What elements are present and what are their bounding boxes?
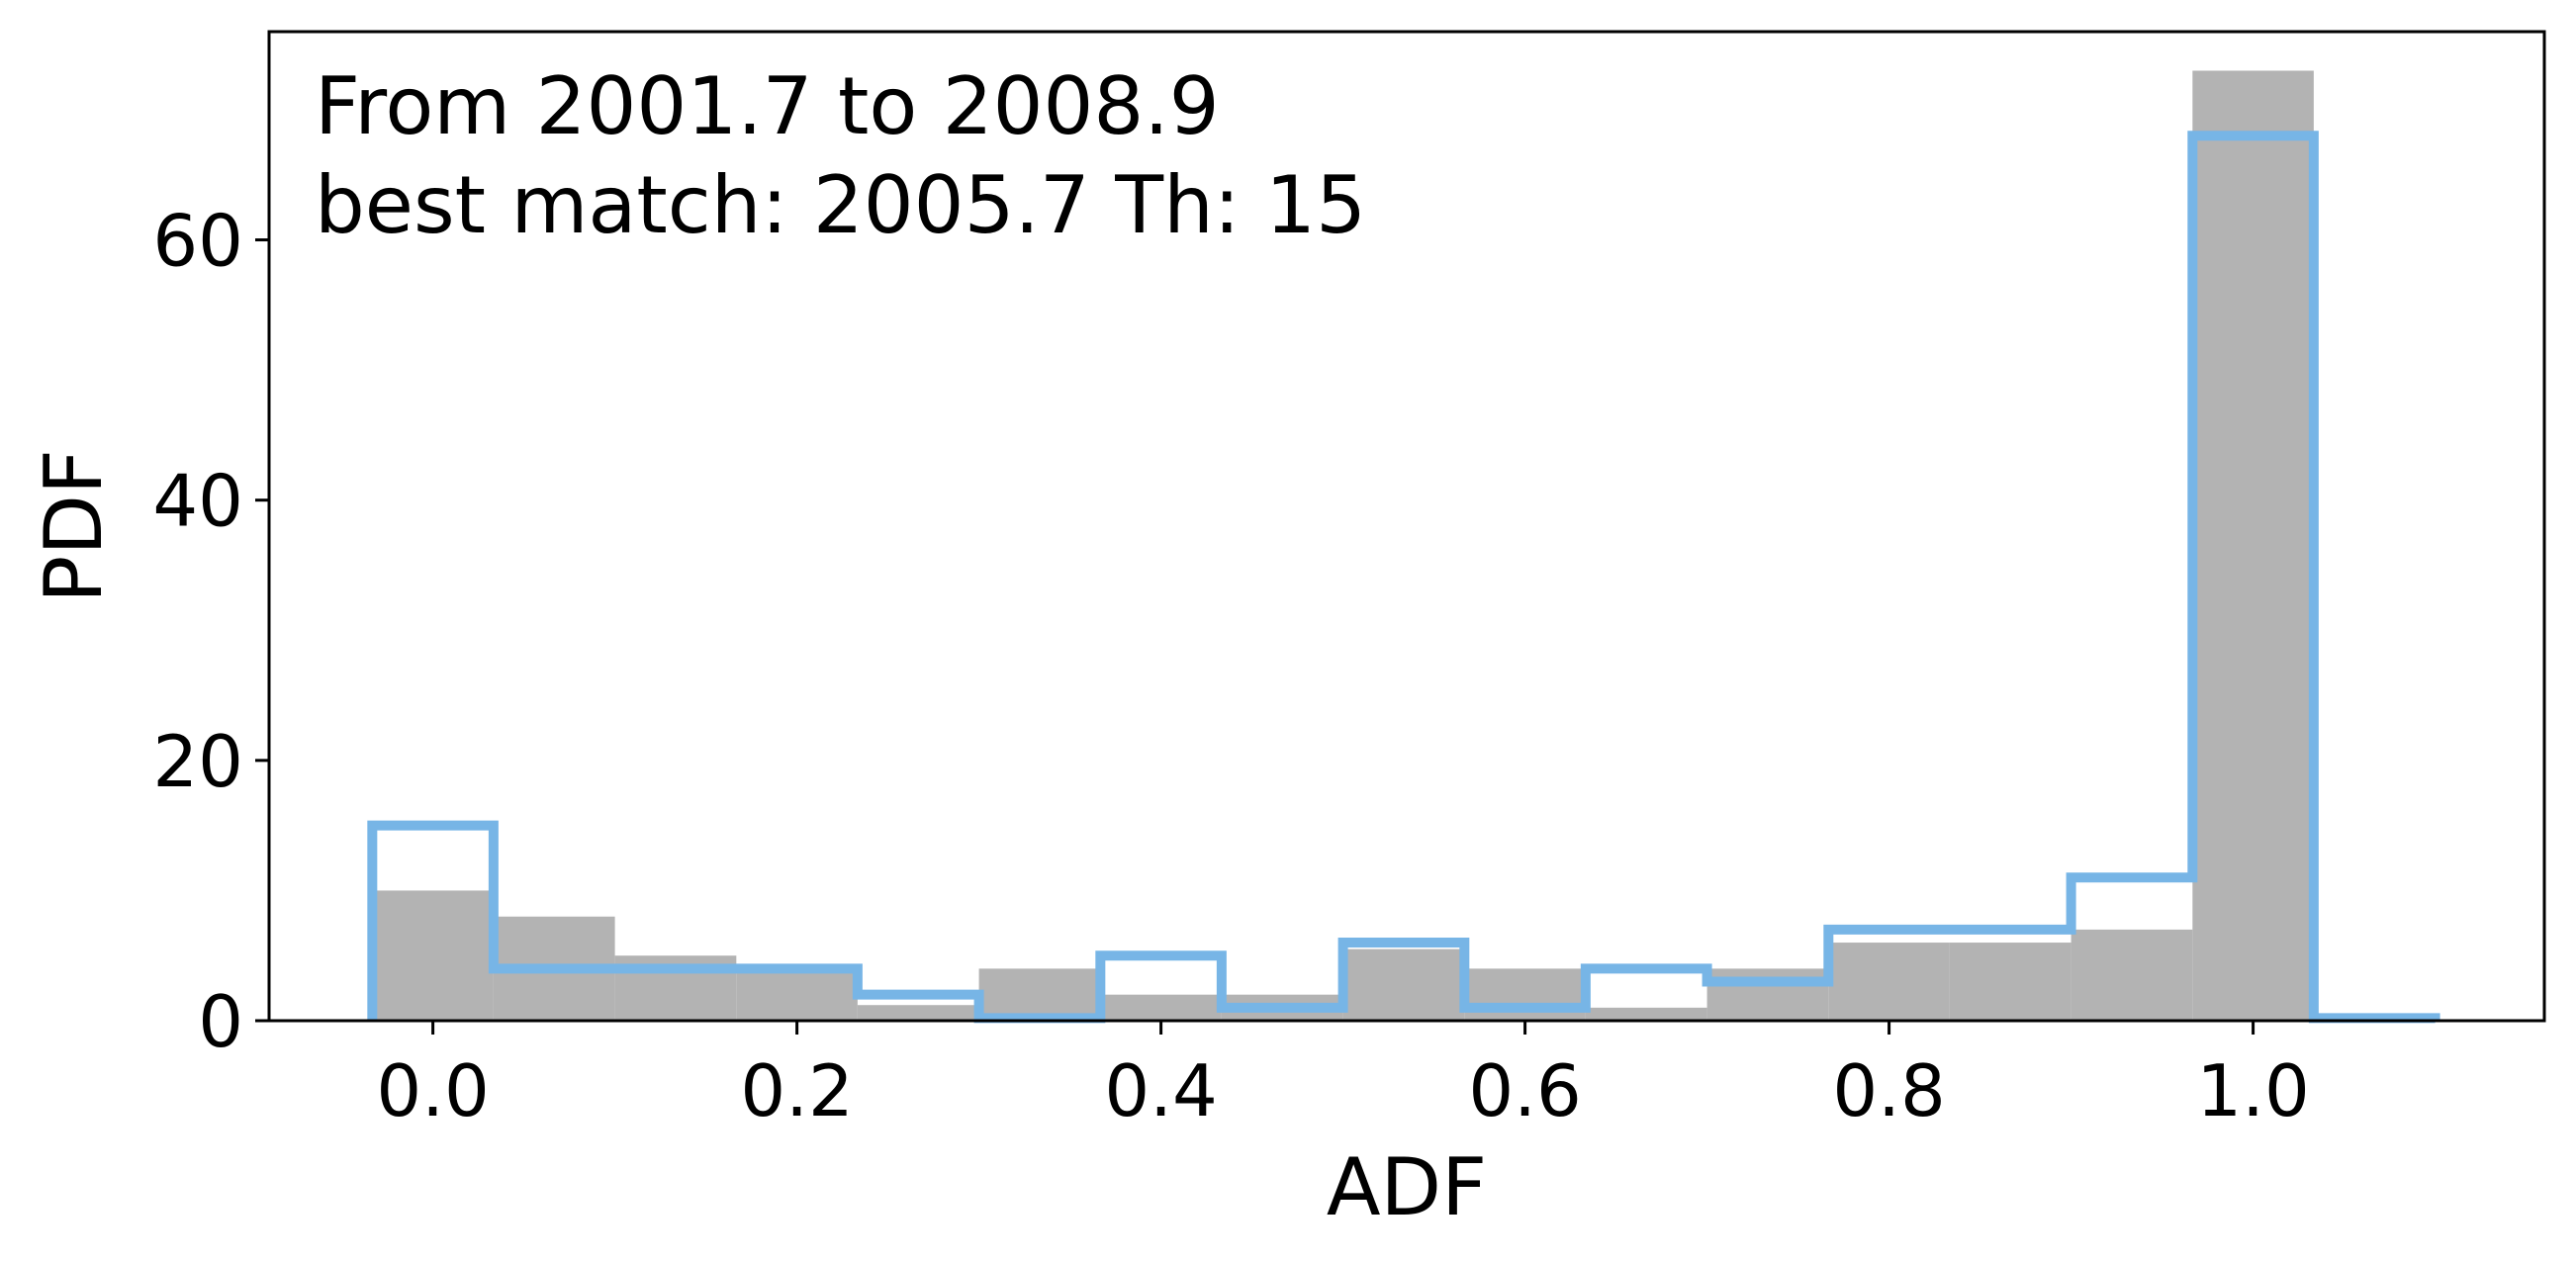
histogram-bar [978,968,1101,1021]
x-tick-label: 0.4 [1104,1049,1218,1132]
y-tick-label: 20 [152,720,243,803]
histogram-bar [1342,948,1465,1021]
histogram-bars [372,70,2314,1021]
histogram-bar [736,965,858,1021]
y-tick-label: 40 [152,460,243,543]
x-tick-label: 1.0 [2196,1049,2310,1132]
annotation-line-2: best match: 2005.7 Th: 15 [315,159,1366,251]
step-histogram [367,131,2440,1024]
histogram-bar [1464,968,1586,1021]
y-axis-label: PDF [28,449,120,603]
histogram-bar [372,890,494,1021]
histogram-bar [857,1005,979,1021]
histogram-bar [2192,70,2314,1021]
x-tick-label: 0.2 [740,1049,854,1132]
x-tick-label: 0.8 [1832,1049,1946,1132]
histogram-bar [1949,943,2071,1021]
histogram-bar [1828,943,1950,1021]
x-axis-label: ADF [1327,1141,1487,1233]
histogram-bar [1585,1007,1707,1021]
y-tick-label: 60 [152,200,243,283]
annotation-line-1: From 2001.7 to 2008.9 [315,60,1220,152]
plot-frame [267,30,2546,1023]
y-tick-label: 0 [198,980,243,1063]
histogram-bar [1100,994,1222,1021]
step-histogram-line [367,131,2440,1024]
histogram-bar [2070,929,2193,1021]
axis-ticks: 0.0 0.2 0.4 0.6 0.8 1.0 0 20 40 60 [152,200,2309,1132]
histogram-bar [1706,968,1829,1021]
x-tick-label: 0.6 [1468,1049,1582,1132]
x-tick-label: 0.0 [376,1049,490,1132]
